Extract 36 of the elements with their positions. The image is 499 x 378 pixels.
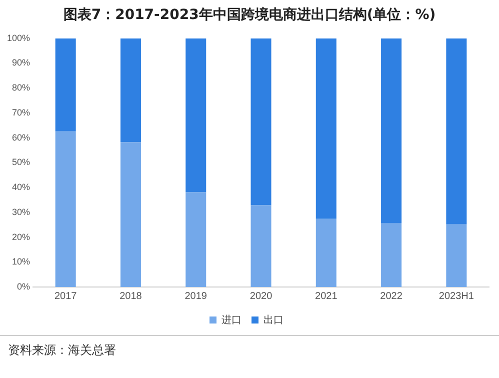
bar: [250, 38, 272, 206]
text: 资料来源：海关总署: [0, 335, 499, 365]
y-tick-label: 10%: [12, 256, 30, 267]
bar: [316, 218, 336, 287]
chart-title: 图表7：2017-2023年中国跨境电商进出口结构(单位：%): [62, 6, 437, 25]
bar: [381, 38, 402, 224]
y-tick-label: 30%: [12, 206, 30, 217]
bar: [186, 192, 206, 287]
y-tick-label: 20%: [12, 232, 30, 242]
bar: [55, 131, 76, 287]
legend-label: 进口: [222, 314, 242, 326]
bar: [250, 205, 272, 287]
y-tick-label: 50%: [12, 157, 30, 168]
bar: [316, 38, 336, 219]
bar: [120, 142, 141, 287]
x-tick-label: 2021: [315, 290, 338, 302]
y-tick-label: 40%: [12, 182, 30, 192]
bar: [186, 38, 206, 192]
y-tick-label: 0%: [17, 281, 30, 292]
bar: [446, 38, 467, 224]
y-tick-label: 70%: [12, 107, 30, 118]
x-tick-label: 2019: [184, 290, 208, 302]
bar: [381, 223, 402, 287]
x-tick-label: 2017: [54, 290, 78, 302]
x-tick-label: 2023H1: [438, 290, 474, 302]
y-tick-label: 80%: [12, 82, 30, 93]
y-tick-label: 60%: [12, 132, 30, 142]
bar: [120, 38, 141, 142]
x-tick-label: 2022: [380, 290, 403, 302]
legend-label: 出口: [264, 314, 284, 326]
bar: [446, 224, 467, 287]
x-tick-label: 2018: [120, 290, 142, 302]
x-tick-label: 2020: [250, 290, 273, 302]
y-tick-label: 90%: [12, 58, 30, 68]
y-tick-label: 100%: [6, 32, 30, 43]
bar: [55, 38, 76, 132]
